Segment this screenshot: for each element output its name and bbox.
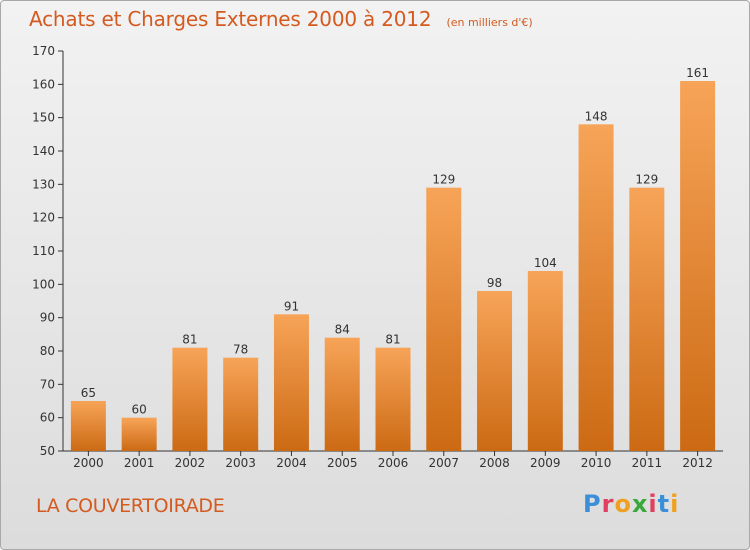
bar-value-label: 78	[233, 343, 248, 357]
logo-letter: o	[614, 490, 632, 518]
y-tick-label: 150	[32, 111, 55, 125]
bar-value-label: 60	[132, 403, 147, 417]
x-tick-label: 2009	[530, 456, 561, 470]
bar-2004[interactable]	[273, 314, 309, 451]
y-tick-label: 100	[32, 277, 55, 291]
proxiti-logo[interactable]: Proxiti	[583, 490, 679, 518]
y-tick-label: 80	[40, 344, 55, 358]
bar-value-label: 104	[534, 256, 557, 270]
y-tick-label: 130	[32, 177, 55, 191]
x-tick-label: 2002	[175, 456, 206, 470]
x-tick-label: 2005	[327, 456, 358, 470]
bar-value-label: 148	[585, 109, 608, 123]
bar-value-label: 98	[487, 276, 502, 290]
bar-2006[interactable]	[375, 347, 411, 451]
x-tick-label: 2004	[276, 456, 307, 470]
x-tick-label: 2012	[682, 456, 713, 470]
bar-2007[interactable]	[426, 187, 462, 451]
bar-2003[interactable]	[223, 357, 259, 451]
commune-name: LA COUVERTOIRADE	[36, 495, 225, 517]
y-tick-label: 60	[40, 411, 55, 425]
y-tick-label: 140	[32, 144, 55, 158]
logo-letter: t	[657, 490, 671, 518]
x-tick-label: 2003	[225, 456, 256, 470]
bar-value-label: 65	[81, 386, 96, 400]
bar-value-label: 161	[686, 66, 709, 80]
chart-unit: (en milliers d'€)	[446, 16, 533, 29]
bar-value-label: 84	[335, 323, 350, 337]
bar-2012[interactable]	[680, 81, 716, 451]
bar-2011[interactable]	[629, 187, 665, 451]
bar-value-label: 129	[432, 173, 455, 187]
x-tick-label: 2007	[428, 456, 459, 470]
y-tick-label: 120	[32, 211, 55, 225]
x-tick-label: 2008	[479, 456, 510, 470]
bar-2000[interactable]	[70, 401, 106, 451]
logo-letter: i	[648, 490, 658, 518]
logo-letter: i	[670, 490, 680, 518]
y-tick-label: 70	[40, 377, 55, 391]
logo-letter: x	[631, 490, 649, 518]
x-tick-label: 2010	[581, 456, 612, 470]
x-tick-label: 2011	[632, 456, 663, 470]
bar-2001[interactable]	[121, 417, 157, 451]
y-tick-label: 50	[40, 444, 55, 458]
bar-value-label: 81	[385, 333, 400, 347]
chart-title: Achats et Charges Externes 2000 à 2012	[29, 7, 432, 31]
y-tick-label: 160	[32, 77, 55, 91]
bar-value-label: 129	[635, 173, 658, 187]
logo-letter: r	[601, 490, 615, 518]
bar-2002[interactable]	[172, 347, 208, 451]
bar-2008[interactable]	[477, 291, 513, 451]
y-tick-label: 90	[40, 311, 55, 325]
logo-letter: P	[583, 490, 602, 518]
bar-2010[interactable]	[578, 124, 614, 451]
bar-value-label: 81	[182, 333, 197, 347]
bar-2009[interactable]	[527, 271, 563, 451]
title-row: Achats et Charges Externes 2000 à 2012 (…	[29, 7, 533, 31]
y-tick-label: 170	[32, 44, 55, 58]
y-tick-label: 110	[32, 244, 55, 258]
x-tick-label: 2006	[378, 456, 409, 470]
x-tick-label: 2001	[124, 456, 155, 470]
bar-2005[interactable]	[324, 337, 360, 451]
x-tick-label: 2000	[73, 456, 104, 470]
bar-value-label: 91	[284, 299, 299, 313]
